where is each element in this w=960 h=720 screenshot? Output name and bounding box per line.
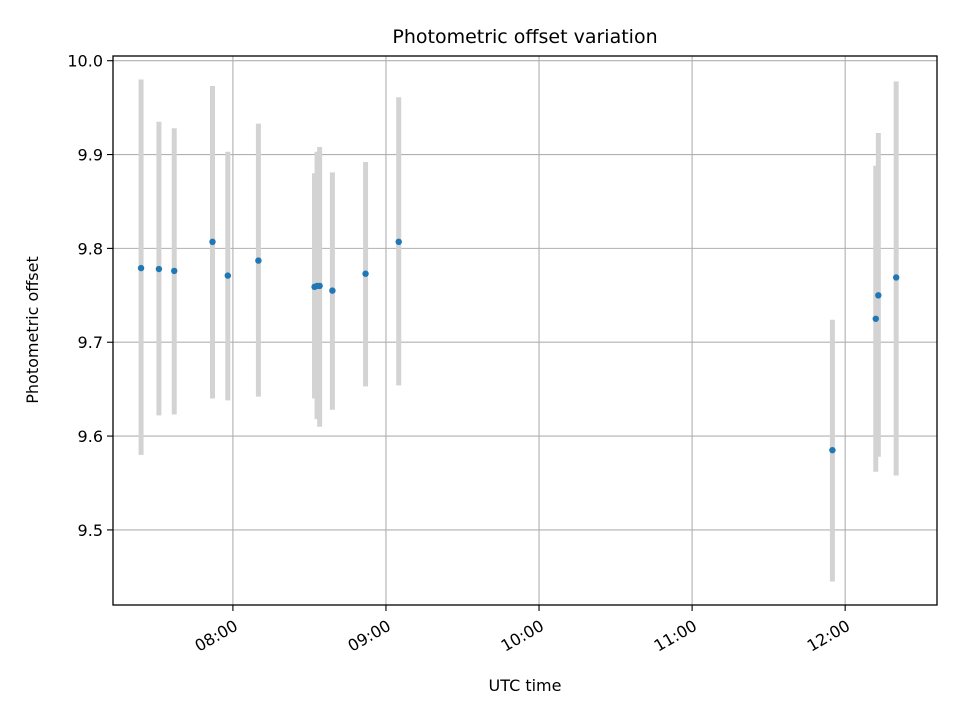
- data-point: [224, 272, 231, 279]
- plot-frame: [112, 55, 938, 606]
- data-point: [875, 292, 882, 299]
- y-axis-ticks: 9.5 9.6 9.7 9.8 9.9 10.0: [67, 52, 113, 540]
- x-tick-label: 09:00: [345, 616, 394, 656]
- data-point: [171, 267, 178, 275]
- x-tick-label: 11:00: [651, 616, 700, 656]
- y-tick-label: 9.9: [78, 146, 103, 165]
- x-tick-label: 10:00: [498, 616, 547, 656]
- x-tick-label: 12:00: [804, 616, 853, 656]
- x-tick-label: 08:00: [191, 616, 240, 656]
- data-point: [255, 257, 262, 264]
- data-point: [329, 287, 336, 294]
- data-point: [395, 238, 402, 246]
- x-axis-label: UTC time: [489, 676, 562, 695]
- data-point: [892, 274, 900, 281]
- data-point: [209, 238, 216, 246]
- y-tick-label: 10.0: [67, 52, 103, 71]
- data-point: [137, 264, 145, 272]
- y-tick-label: 9.6: [78, 427, 103, 446]
- y-tick-label: 9.5: [78, 521, 103, 540]
- y-tick-label: 9.7: [78, 333, 103, 352]
- data-point: [362, 270, 369, 277]
- chart-title: Photometric offset variation: [392, 26, 657, 48]
- data-point: [316, 282, 323, 290]
- y-tick-label: 9.8: [78, 239, 103, 258]
- x-axis-ticks: 08:00 09:00 10:00 11:00 12:00: [191, 605, 853, 656]
- data-point: [829, 446, 836, 454]
- data-points: [137, 238, 900, 454]
- data-point: [872, 315, 879, 322]
- y-axis-label: Photometric offset: [23, 256, 42, 404]
- data-point: [155, 265, 163, 273]
- grid: [113, 56, 937, 605]
